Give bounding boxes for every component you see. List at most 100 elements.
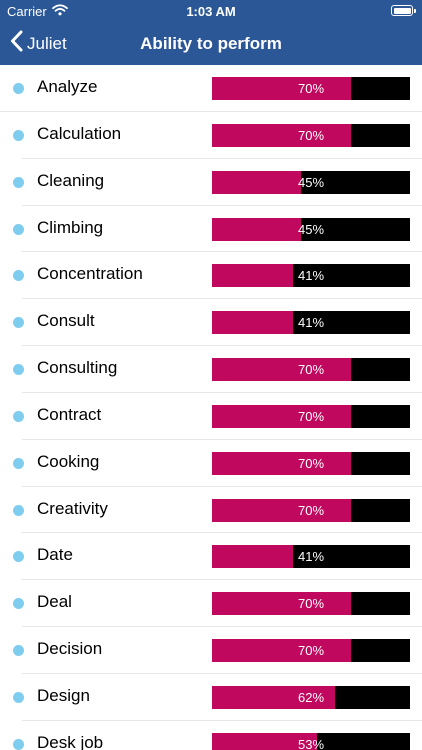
bullet-dot — [13, 645, 24, 657]
progress-bar-value: 70% — [297, 81, 325, 96]
progress-bar-fill — [212, 217, 302, 241]
progress-bar: 70% — [212, 123, 410, 147]
bullet-dot — [13, 83, 24, 94]
list-item[interactable]: Climbing 45% — [13, 206, 422, 253]
ability-label: Consult — [37, 311, 95, 331]
bullet-dot — [13, 598, 24, 610]
progress-bar-value: 70% — [297, 408, 325, 424]
chevron-left-icon — [10, 30, 23, 57]
wifi-icon — [51, 4, 68, 19]
ability-label: Desk job — [37, 732, 104, 750]
progress-bar: 70% — [212, 404, 410, 428]
progress-bar-fill — [212, 311, 294, 335]
progress-bar-value: 62% — [297, 689, 325, 705]
progress-bar-value: 70% — [297, 362, 325, 378]
carrier-indicator: Carrier — [7, 4, 68, 19]
back-label: Juliet — [27, 33, 67, 53]
progress-bar-value: 70% — [297, 643, 325, 659]
status-time: 1:03 AM — [186, 4, 236, 19]
progress-bar-fill — [212, 170, 302, 194]
progress-bar: 41% — [212, 264, 410, 288]
bullet-dot — [13, 176, 24, 188]
progress-bar-fill — [212, 404, 351, 428]
progress-bar-value: 45% — [297, 174, 325, 190]
list-item[interactable]: Analyze 70% — [0, 65, 422, 112]
status-bar: Carrier 1:03 AM — [0, 0, 422, 22]
progress-bar-fill — [212, 639, 351, 663]
progress-bar: 53% — [212, 732, 410, 750]
progress-bar-fill — [212, 592, 351, 616]
ability-label: Deal — [37, 592, 72, 612]
progress-bar-fill — [212, 77, 351, 100]
bullet-dot — [13, 317, 24, 329]
list-item[interactable]: Desk job 53% — [13, 721, 422, 750]
list-item[interactable]: Concentration 41% — [13, 252, 422, 300]
progress-bar-fill — [212, 123, 351, 147]
progress-bar: 70% — [212, 451, 410, 475]
progress-bar-value: 41% — [297, 315, 325, 331]
navigation-bar: Juliet Ability to perform — [0, 22, 422, 65]
top-bar: Carrier 1:03 AM Juliet — [0, 0, 422, 65]
progress-bar: 70% — [212, 498, 410, 522]
bullet-dot — [13, 410, 24, 422]
progress-bar: 62% — [212, 685, 410, 709]
ability-label: Cleaning — [37, 170, 105, 190]
progress-bar-value: 53% — [297, 736, 325, 750]
bullet-dot — [13, 270, 24, 282]
ability-label: Design — [37, 685, 90, 705]
progress-bar: 41% — [212, 545, 410, 569]
bullet-dot — [13, 738, 24, 750]
ability-label: Calculation — [37, 123, 122, 143]
progress-bar-fill — [212, 685, 335, 709]
ability-list: Analyze 70% Calculation 70% Cleaning 45% Climb… — [0, 65, 422, 750]
progress-bar-value: 70% — [297, 596, 325, 612]
progress-bar-value: 41% — [297, 549, 325, 565]
progress-bar-fill — [212, 732, 317, 750]
ability-label: Analyze — [37, 77, 98, 96]
progress-bar-value: 41% — [297, 268, 325, 284]
progress-bar-value: 70% — [297, 455, 325, 471]
list-item[interactable]: Consult 41% — [13, 299, 422, 347]
ability-label: Contract — [37, 404, 102, 424]
list-item[interactable]: Creativity 70% — [13, 487, 422, 534]
bullet-dot — [13, 223, 24, 235]
progress-bar-value: 70% — [297, 502, 325, 518]
progress-bar: 45% — [212, 170, 410, 194]
bullet-dot — [13, 551, 24, 563]
list-item[interactable]: Cooking 70% — [13, 440, 422, 487]
progress-bar-fill — [212, 545, 294, 569]
bullet-dot — [13, 364, 24, 376]
progress-bar: 70% — [212, 639, 410, 663]
bullet-dot — [13, 504, 24, 516]
carrier-label: Carrier — [7, 4, 47, 19]
ability-label: Consulting — [37, 358, 118, 378]
list-item[interactable]: Contract 70% — [13, 393, 422, 440]
ability-label: Concentration — [37, 264, 143, 284]
page-title: Ability to perform — [140, 34, 282, 53]
list-item[interactable]: Consulting 70% — [13, 346, 422, 393]
progress-bar: 45% — [212, 217, 410, 241]
bullet-dot — [13, 691, 24, 703]
progress-bar: 70% — [212, 592, 410, 616]
list-item[interactable]: Deal 70% — [13, 580, 422, 628]
list-item[interactable]: Decision 70% — [13, 627, 422, 674]
back-button[interactable]: Juliet — [10, 30, 67, 57]
progress-bar-value: 70% — [297, 127, 325, 143]
bullet-dot — [13, 457, 24, 469]
progress-bar-fill — [212, 451, 351, 475]
progress-bar-fill — [212, 264, 294, 288]
progress-bar: 70% — [212, 77, 410, 100]
list-item[interactable]: Calculation 70% — [13, 112, 422, 159]
list-item[interactable]: Design 62% — [13, 674, 422, 721]
progress-bar: 70% — [212, 358, 410, 382]
list-item[interactable]: Date 41% — [13, 533, 422, 581]
ability-label: Cooking — [37, 451, 100, 471]
bullet-dot — [13, 129, 24, 141]
progress-bar: 41% — [212, 311, 410, 335]
progress-bar-fill — [212, 358, 351, 382]
ability-label: Climbing — [37, 217, 104, 237]
battery-icon — [391, 5, 416, 16]
list-item[interactable]: Cleaning 45% — [13, 159, 422, 206]
progress-bar-value: 45% — [297, 221, 325, 237]
